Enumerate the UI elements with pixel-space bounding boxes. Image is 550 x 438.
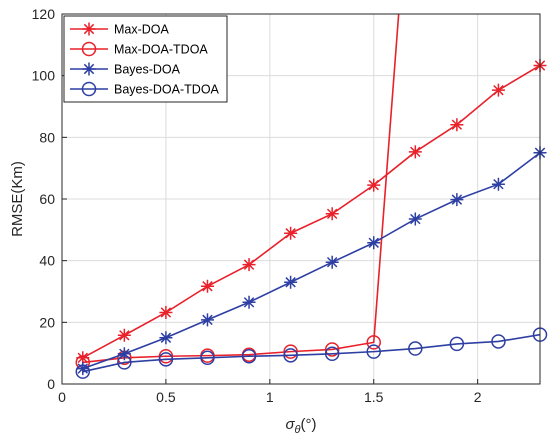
circle-marker [366,335,381,350]
y-tick-label: 40 [39,253,55,269]
circle-marker [81,41,97,57]
asterisk-marker [117,347,131,361]
asterisk-marker [491,83,505,97]
asterisk-marker [76,362,90,376]
plot-frame [61,13,541,385]
asterisk-marker [159,331,173,345]
legend-label: Bayes-DOA [114,63,181,77]
circle-marker [324,346,340,362]
asterisk-marker [159,305,173,319]
circle-marker [408,341,423,356]
circle-marker [491,334,506,349]
legend-item: Bayes-DOA-TDOA [70,81,220,97]
y-axis-label: RMSE(Km) [9,161,26,237]
asterisk-marker [242,258,256,272]
circle-marker [283,348,298,363]
asterisk-marker [450,118,464,132]
y-tick-label: 20 [39,314,55,330]
y-tick-label: 100 [32,68,56,84]
circle-marker [75,364,91,379]
series-line [82,152,540,370]
circle-marker [449,336,465,352]
asterisk-marker [450,193,464,207]
asterisk-marker [408,212,422,226]
asterisk-marker [82,62,96,76]
x-tick-label: 0.5 [156,389,176,405]
circle-marker [117,355,132,370]
asterisk-marker [408,145,422,159]
series-bayes-doa-tdoa [75,327,548,379]
asterisk-marker [200,279,214,293]
legend-item: Max-DOA-TDOA [70,41,208,57]
asterisk-marker [200,313,214,327]
legend-label: Max-DOA [114,23,170,37]
asterisk-marker [76,351,90,365]
x-tick-label: 1 [266,389,274,405]
asterisk-marker [367,178,381,192]
circle-marker [158,352,174,367]
legend-label: Bayes-DOA-TDOA [114,83,220,97]
asterisk-marker [242,295,256,309]
legend-label: Max-DOA-TDOA [114,43,208,57]
asterisk-marker [325,255,339,269]
asterisk-marker [82,22,96,36]
asterisk-marker [325,207,339,221]
y-tick-label: 120 [32,6,56,22]
legend-item: Max-DOA [70,22,170,37]
legend: Max-DOA Max-DOA-TDOA Bayes-DOA Bayes-DOA-TD… [63,15,228,103]
circle-marker [200,350,215,366]
asterisk-marker [491,177,505,191]
series-line [82,64,540,359]
asterisk-marker [284,226,298,240]
legend-item: Bayes-DOA [70,62,181,77]
x-axis-label: σθ(°) [285,416,316,436]
series-line [82,14,400,364]
series-group [75,14,548,379]
circle-marker [241,349,257,364]
x-tick-label: 2 [474,389,482,405]
circle-marker [81,81,97,97]
circle-marker [366,344,381,359]
asterisk-marker [367,236,381,250]
x-tick-label: 1.5 [364,389,384,405]
series-max-doa [76,58,547,365]
asterisk-marker [284,275,298,289]
circle-marker [324,342,340,357]
x-tick-label: 0 [58,389,66,405]
y-tick-label: 80 [39,129,55,145]
asterisk-marker [117,328,131,342]
circle-marker [283,344,298,359]
y-tick-label: 0 [47,376,55,392]
y-tick-label: 60 [39,191,55,207]
